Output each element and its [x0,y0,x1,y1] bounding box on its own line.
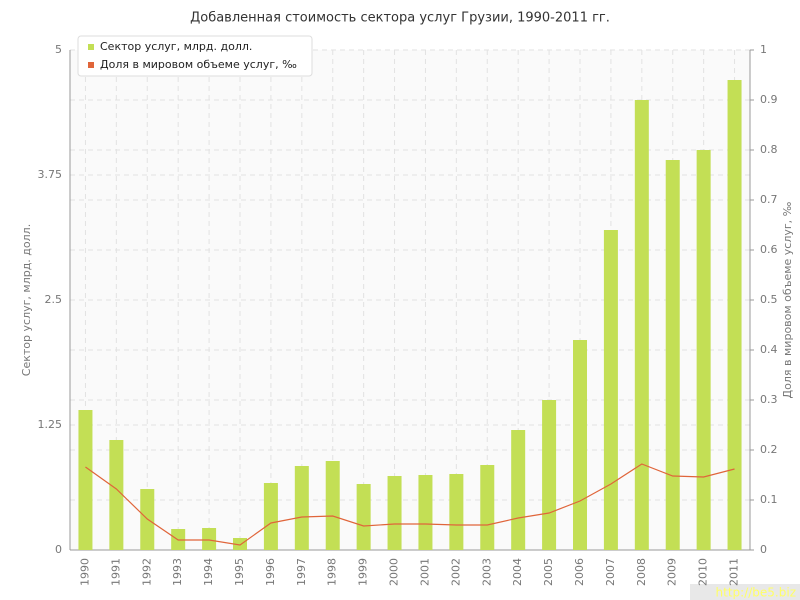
bar [480,465,495,550]
x-tick-label: 1994 [202,558,215,586]
bar [418,475,433,550]
y-tick-label: 3.75 [38,168,63,181]
x-tick-label: 1996 [264,558,277,586]
y2-tick-label: 0.9 [760,93,778,106]
legend-swatch [88,62,94,68]
y-tick-label: 2.5 [45,293,63,306]
x-tick-label: 2000 [388,558,401,586]
x-tick-label: 1999 [357,558,370,586]
legend-swatch [88,44,94,50]
watermark: http://be5.biz [716,586,796,600]
bar [665,160,680,550]
x-tick-label: 2006 [573,558,586,586]
x-tick-label: 2004 [511,558,524,586]
y2-tick-label: 0.8 [760,143,778,156]
bar [696,150,711,550]
bar [294,466,309,550]
bar [387,476,402,550]
y2-tick-label: 0.3 [760,393,778,406]
bar [727,80,742,550]
x-tick-label: 1997 [295,558,308,586]
bar [263,483,278,550]
y2-tick-label: 1 [760,43,767,56]
x-tick-label: 2009 [666,558,679,586]
x-tick-label: 1993 [171,558,184,586]
y2-tick-label: 0.4 [760,343,778,356]
bar [356,484,371,550]
legend-text: Доля в мировом объеме услуг, ‰ [100,58,297,71]
x-tick-label: 1991 [109,558,122,586]
x-tick-label: 1990 [78,558,91,586]
x-tick-label: 2010 [697,558,710,586]
x-tick-label: 2001 [418,558,431,586]
y2-tick-label: 0.6 [760,243,778,256]
bar [233,538,247,550]
y2-tick-label: 0.1 [760,493,778,506]
bar [634,100,649,550]
x-tick-label: 2005 [542,558,555,586]
legend-box [77,35,313,77]
x-tick-label: 2008 [635,558,648,586]
y2-tick-label: 0.5 [760,293,778,306]
bar [573,340,587,550]
bar [78,410,93,550]
y2-tick-label: 0.2 [760,443,778,456]
bar [542,400,557,550]
y-axis-label: Сектор услуг, млрд. долл. [20,224,33,376]
x-tick-label: 2002 [449,558,462,586]
y2-axis-label: Доля в мировом объеме услуг, ‰ [781,201,794,398]
y2-tick-label: 0.7 [760,193,778,206]
x-tick-label: 2007 [604,558,617,586]
x-tick-label: 1992 [140,558,153,586]
x-tick-label: 1998 [326,558,339,586]
y2-tick-label: 0 [760,543,767,556]
bar [109,440,124,550]
bar [325,461,340,550]
legend-text: Сектор услуг, млрд. долл. [100,40,252,53]
x-tick-label: 1995 [233,558,246,586]
bar [603,230,618,550]
line [85,463,735,546]
y-tick-label: 1.25 [38,418,63,431]
x-tick-label: 2003 [480,558,493,586]
watermark-bg [690,584,800,600]
bar [511,430,526,550]
x-tick-label: 2011 [728,558,741,586]
bar [202,528,217,550]
y-tick-label: 0 [55,543,62,556]
y-tick-label: 5 [55,43,62,56]
chart-title: Добавленная стоимость сектора услуг Груз… [190,11,610,26]
bar [449,474,464,550]
